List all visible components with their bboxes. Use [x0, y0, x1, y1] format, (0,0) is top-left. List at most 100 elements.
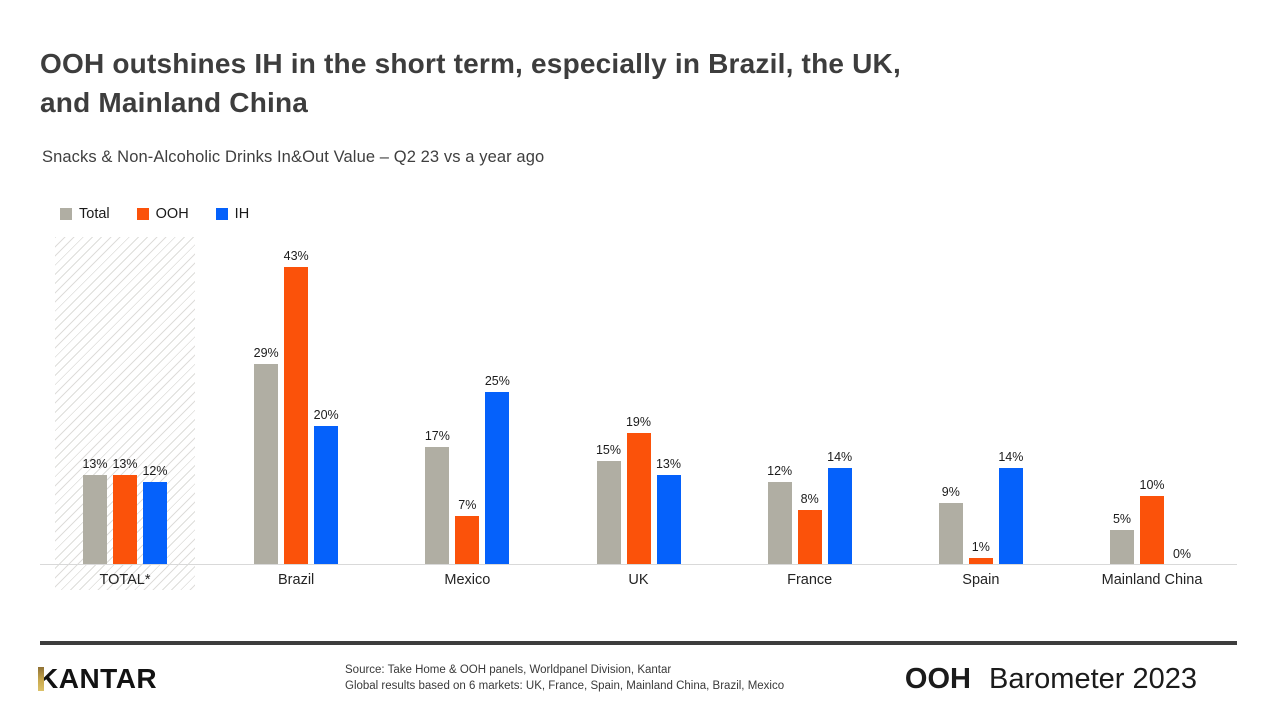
bar-value-label-ooh-uk: 19%: [625, 415, 652, 429]
bar-ih-spain: [998, 468, 1023, 565]
kantar-logo: KANTAR: [38, 663, 158, 694]
bar-group-mexico: 17% 7% 25%: [424, 374, 510, 565]
bar-ooh-uk: [626, 433, 651, 565]
bar-group-uk: 15% 19% 13%: [595, 415, 682, 565]
category-label-mainland-china: Mainland China: [1101, 572, 1203, 588]
bar-total-spain: [938, 503, 963, 565]
bar-value-label-ooh-mainland-china: 10%: [1139, 478, 1165, 492]
bar-total-total: [83, 475, 107, 565]
bar-total-mexico: [425, 447, 450, 565]
bar-value-label-ih-spain: 14%: [998, 450, 1024, 464]
category-label-france: France: [787, 572, 833, 588]
bar-unit-total-mainland-china: 5%: [1110, 512, 1135, 565]
bar-unit-ih-total: 12%: [142, 464, 168, 565]
bar-group-brazil: 29% 43% 20%: [253, 249, 339, 565]
bar-value-label-total-france: 12%: [767, 464, 793, 478]
kantar-logo-text: KANTAR: [38, 663, 158, 694]
category-label-spain: Spain: [962, 572, 1000, 588]
bar-unit-total-total: 13%: [82, 457, 108, 565]
bar-value-label-total-mexico: 17%: [424, 429, 450, 443]
bar-unit-total-spain: 9%: [938, 485, 963, 565]
bar-ooh-mainland-china: [1140, 496, 1165, 565]
bar-unit-ih-uk: 13%: [655, 457, 682, 565]
legend-label-total: Total: [79, 206, 110, 222]
legend-label-ooh: OOH: [155, 206, 189, 222]
category-label-total: TOTAL*: [99, 572, 151, 588]
bar-total-brazil: [254, 364, 279, 565]
bar-ih-france: [827, 468, 852, 565]
bar-unit-ih-brazil: 20%: [313, 408, 339, 565]
report-brand: OOH Barometer 2023: [905, 663, 1197, 696]
bar-unit-ih-mainland-china: 0%: [1170, 547, 1194, 565]
chart-legend: Total OOH IH: [60, 206, 249, 222]
bar-unit-ooh-spain: 1%: [968, 540, 993, 565]
bar-value-label-ih-mainland-china: 0%: [1172, 547, 1192, 561]
category-label-uk: UK: [628, 572, 649, 588]
bar-unit-ih-spain: 14%: [998, 450, 1024, 565]
legend-item-ooh: OOH: [136, 206, 189, 222]
chart-subtitle: Snacks & Non-Alcoholic Drinks In&Out Val…: [42, 148, 545, 166]
bar-unit-total-mexico: 17%: [424, 429, 450, 565]
bar-value-label-ih-brazil: 20%: [313, 408, 339, 422]
bar-ooh-spain: [968, 558, 993, 565]
bar-group-spain: 9% 1% 14%: [938, 450, 1024, 565]
bar-ooh-france: [797, 510, 822, 565]
bar-value-label-ooh-france: 8%: [800, 492, 819, 506]
legend-item-total: Total: [60, 206, 110, 222]
bar-unit-ooh-mainland-china: 10%: [1139, 478, 1165, 565]
bar-ooh-brazil: [284, 267, 309, 565]
legend-swatch-ooh: [136, 208, 149, 220]
bar-unit-total-brazil: 29%: [253, 346, 279, 565]
bar-value-label-ih-total: 12%: [142, 464, 168, 478]
legend-swatch-total: [60, 208, 72, 220]
bar-value-label-ooh-brazil: 43%: [283, 249, 309, 263]
bar-unit-total-france: 12%: [767, 464, 793, 565]
bar-chart: 13% 13% 12% TOTAL* 29% 43% 20% Brazil 17% 7% 25% Me…: [40, 230, 1237, 588]
x-axis-line: [40, 564, 1237, 565]
bar-unit-ooh-mexico: 7%: [455, 498, 480, 565]
legend-swatch-ih: [215, 208, 228, 220]
bar-unit-ooh-total: 13%: [112, 457, 138, 565]
bar-ih-uk: [656, 475, 681, 565]
bar-total-mainland-china: [1110, 530, 1135, 565]
bar-value-label-ih-france: 14%: [827, 450, 853, 464]
bar-group-france: 12% 8% 14%: [767, 450, 853, 565]
bar-value-label-ih-uk: 13%: [655, 457, 682, 471]
category-label-mexico: Mexico: [444, 572, 491, 588]
bar-value-label-ooh-total: 13%: [112, 457, 138, 471]
bar-ih-brazil: [314, 426, 339, 565]
category-label-brazil: Brazil: [278, 572, 315, 588]
bar-value-label-total-mainland-china: 5%: [1112, 512, 1132, 526]
bar-ih-mexico: [485, 392, 510, 565]
bar-value-label-total-total: 13%: [82, 457, 108, 471]
source-note: Source: Take Home & OOH panels, Worldpan…: [345, 662, 784, 694]
bar-group-total: 13% 13% 12%: [82, 457, 168, 565]
footer-divider: [40, 641, 1237, 645]
source-note-line1: Source: Take Home & OOH panels, Worldpan…: [345, 664, 672, 676]
legend-item-ih: IH: [215, 206, 250, 222]
bar-value-label-total-spain: 9%: [941, 485, 960, 499]
bar-value-label-ih-mexico: 25%: [484, 374, 510, 388]
bar-total-france: [767, 482, 792, 565]
bar-value-label-ooh-mexico: 7%: [458, 498, 477, 512]
bar-ooh-mexico: [455, 516, 480, 565]
page-title: OOH outshines IH in the short term, espe…: [40, 44, 901, 122]
page-title-line2: and Mainland China: [40, 87, 309, 118]
report-brand-bold: OOH: [904, 663, 971, 695]
bar-value-label-total-brazil: 29%: [253, 346, 279, 360]
legend-label-ih: IH: [234, 206, 250, 222]
page-title-line1: OOH outshines IH in the short term, espe…: [40, 48, 901, 79]
bar-total-uk: [596, 461, 621, 565]
source-note-line2: Global results based on 6 markets: UK, F…: [345, 680, 785, 692]
bar-value-label-ooh-spain: 1%: [971, 540, 990, 554]
kantar-logo-gold-bar: [38, 667, 44, 691]
bar-unit-ooh-brazil: 43%: [283, 249, 309, 565]
bar-ooh-total: [113, 475, 137, 565]
report-brand-regular: Barometer 2023: [989, 663, 1197, 695]
bar-unit-ih-france: 14%: [827, 450, 853, 565]
bar-unit-ih-mexico: 25%: [484, 374, 510, 565]
bar-value-label-total-uk: 15%: [595, 443, 622, 457]
bar-unit-ooh-france: 8%: [797, 492, 822, 565]
bar-unit-total-uk: 15%: [595, 443, 622, 565]
